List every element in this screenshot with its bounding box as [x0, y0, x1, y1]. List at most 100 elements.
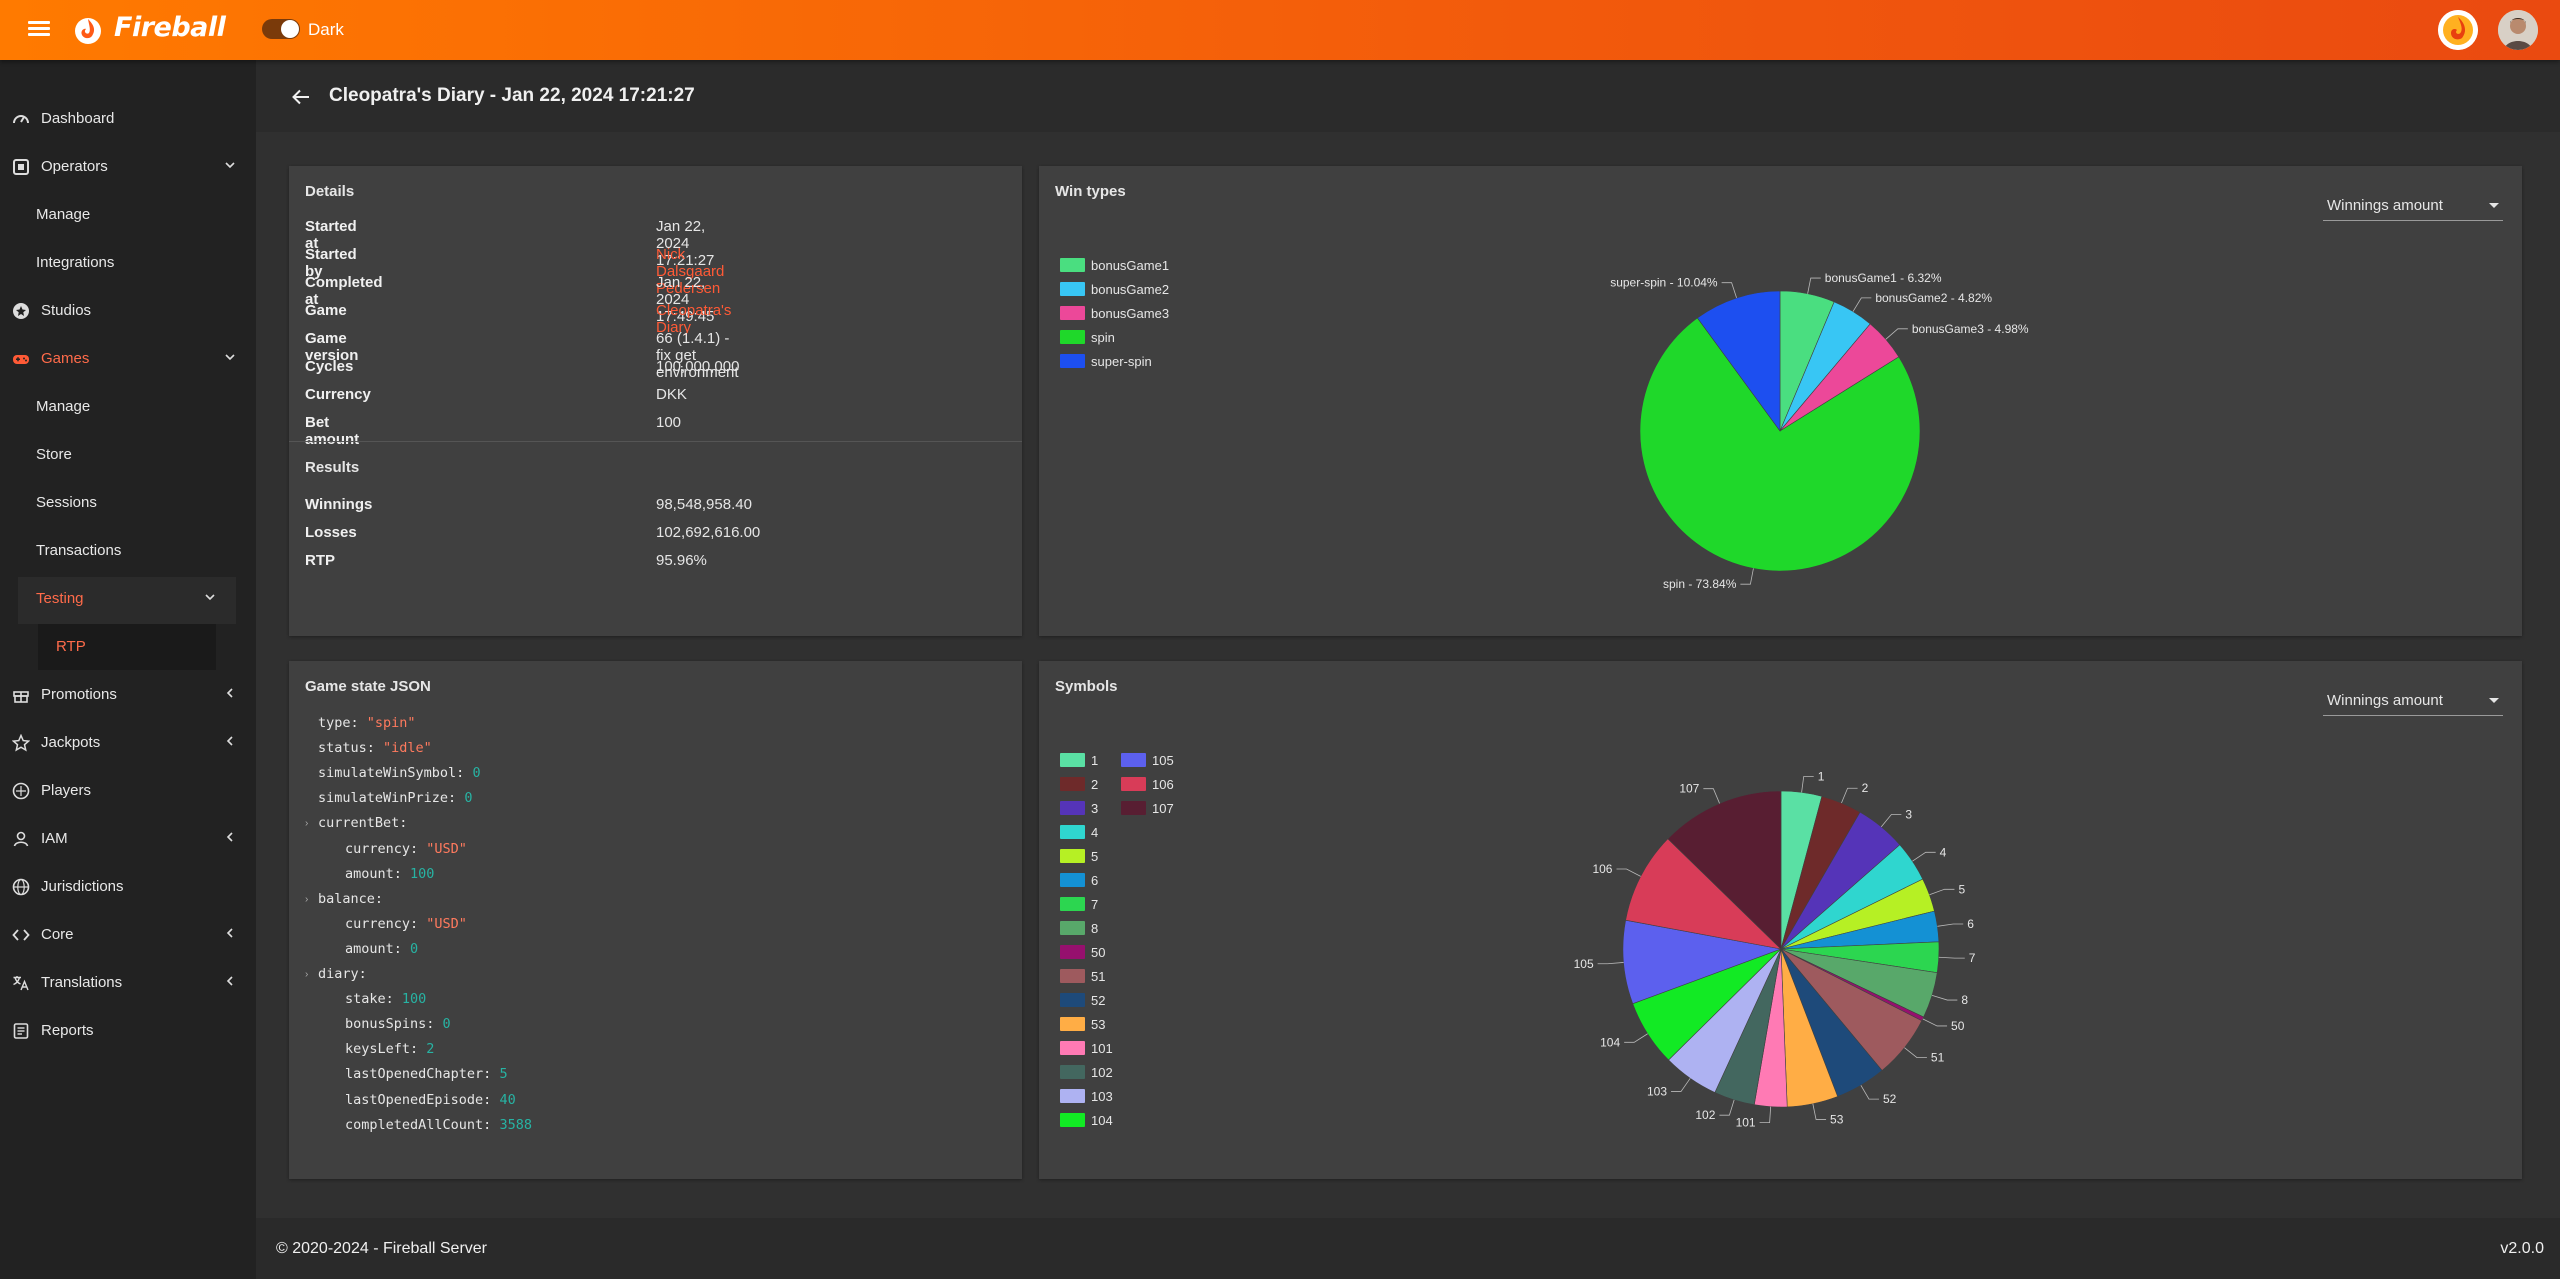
legend-item-52[interactable]: 52: [1060, 992, 1105, 1008]
user-avatar[interactable]: [2498, 10, 2538, 50]
pie-label: 103: [1647, 1084, 1667, 1098]
legend-item-51[interactable]: 51: [1060, 968, 1105, 984]
globe-icon: [12, 878, 30, 896]
legend-item-super-spin[interactable]: super-spin: [1060, 353, 1152, 369]
sidebar-item-players[interactable]: Players: [0, 767, 256, 815]
sidebar-item-iam[interactable]: IAM: [0, 815, 256, 863]
legend-item-106[interactable]: 106: [1121, 776, 1174, 792]
translate-icon: [13, 976, 29, 991]
legend-item-bonusGame2[interactable]: bonusGame2: [1060, 281, 1169, 297]
legend-swatch: [1060, 1113, 1085, 1127]
back-arrow-icon[interactable]: [290, 86, 312, 108]
legend-swatch: [1060, 801, 1085, 815]
json-line: diary:: [318, 966, 375, 982]
sidebar-item-core[interactable]: Core: [0, 911, 256, 959]
pie-label: 102: [1695, 1108, 1715, 1122]
sidebar-item-dashboard[interactable]: Dashboard: [0, 95, 256, 143]
started-by-link[interactable]: Nick Dalsgaard Pedersen: [656, 246, 725, 297]
legend-item-101[interactable]: 101: [1060, 1040, 1113, 1056]
json-key: currency: [345, 915, 411, 932]
sidebar-item-studios[interactable]: Studios: [0, 287, 256, 335]
legend-label: 5: [1091, 848, 1099, 864]
pie-leader-line: [1719, 1099, 1735, 1116]
legend-item-2[interactable]: 2: [1060, 776, 1098, 792]
pie-slice-107[interactable]: [1667, 790, 1782, 950]
detail-key: Started at: [305, 218, 357, 252]
legend-item-53[interactable]: 53: [1060, 1016, 1105, 1032]
pie-leader-line: [1616, 868, 1641, 877]
sidebar-item-label: Transactions: [36, 542, 122, 559]
pie-slice-super-spin[interactable]: [1697, 290, 1781, 432]
game-link[interactable]: Cleopatra's Diary: [656, 302, 732, 336]
pie-label: 101: [1736, 1116, 1756, 1130]
sidebar-item-promotions[interactable]: Promotions: [0, 671, 256, 719]
pie-slice-105[interactable]: [1622, 919, 1783, 1005]
sidebar-item-games-manage[interactable]: Manage: [0, 383, 256, 431]
legend-item-6[interactable]: 6: [1060, 872, 1098, 888]
json-expand-toggle[interactable]: ›: [305, 893, 309, 905]
sidebar-item-operators[interactable]: Operators: [0, 143, 256, 191]
legend-label: bonusGame3: [1091, 305, 1170, 321]
detail-key: Cycles: [305, 358, 354, 375]
legend-item-spin[interactable]: spin: [1060, 329, 1115, 345]
sidebar-item-jurisdictions[interactable]: Jurisdictions: [0, 863, 256, 911]
legend-label: 103: [1091, 1088, 1113, 1104]
sidebar-item-jackpots[interactable]: Jackpots: [0, 719, 256, 767]
legend-item-5[interactable]: 5: [1060, 848, 1098, 864]
sidebar-item-label: IAM: [41, 830, 68, 847]
organization-avatar[interactable]: [2438, 10, 2478, 50]
legend-swatch: [1060, 897, 1085, 911]
operators-icon: [13, 159, 29, 175]
sidebar-item-label: RTP: [56, 638, 86, 655]
legend-label: 104: [1091, 1112, 1113, 1128]
legend-item-50[interactable]: 50: [1060, 944, 1105, 960]
sidebar-item-games[interactable]: Games: [0, 335, 256, 383]
legend-item-103[interactable]: 103: [1060, 1088, 1113, 1104]
json-expand-toggle[interactable]: ›: [305, 818, 309, 830]
sidebar-item-operators-manage[interactable]: Manage: [0, 191, 256, 239]
legend-item-8[interactable]: 8: [1060, 920, 1098, 936]
legend-item-105[interactable]: 105: [1121, 752, 1174, 768]
legend-item-1[interactable]: 1: [1060, 752, 1098, 768]
win-types-metric-select[interactable]: Winnings amount: [2323, 191, 2503, 221]
legend-item-104[interactable]: 104: [1060, 1112, 1113, 1128]
legend-swatch: [1060, 849, 1085, 863]
sidebar-item-store[interactable]: Store: [0, 431, 256, 479]
sidebar-item-testing[interactable]: Testing: [0, 575, 256, 623]
pie-label: 104: [1600, 1035, 1620, 1049]
legend-item-bonusGame3[interactable]: bonusGame3: [1060, 305, 1169, 321]
theme-toggle[interactable]: [262, 19, 300, 39]
legend-swatch: [1060, 993, 1085, 1007]
rtp-item-bg: [38, 624, 216, 670]
legend-label: 6: [1091, 872, 1099, 888]
symbols-metric-select[interactable]: Winnings amount: [2323, 686, 2503, 716]
json-value: 0: [464, 790, 473, 807]
json-expand-toggle[interactable]: ›: [305, 969, 309, 980]
sidebar-item-rtp[interactable]: RTP: [20, 623, 220, 671]
detail-key: Game: [305, 302, 347, 319]
pie-slice-106[interactable]: [1625, 838, 1782, 950]
sidebar-item-transactions[interactable]: Transactions: [0, 527, 256, 575]
details-divider: [289, 441, 1022, 442]
json-value: "spin": [366, 715, 416, 731]
legend-item-7[interactable]: 7: [1060, 896, 1098, 912]
legend-item-102[interactable]: 102: [1060, 1064, 1113, 1080]
pie-label: super-spin - 10.04%: [1610, 276, 1718, 290]
legend-item-4[interactable]: 4: [1060, 824, 1098, 840]
chevron-left-icon: [226, 736, 233, 746]
chevron-down-icon: [225, 162, 235, 169]
menu-icon[interactable]: [28, 18, 50, 40]
legend-item-3[interactable]: 3: [1060, 800, 1098, 816]
legend-swatch: [1121, 777, 1146, 791]
legend-item-bonusGame1[interactable]: bonusGame1: [1060, 257, 1169, 273]
sidebar-item-reports[interactable]: Reports: [0, 1007, 256, 1055]
legend-item-107[interactable]: 107: [1121, 800, 1174, 816]
studios-icon: [13, 303, 29, 319]
symbols-pie-chart: 1 2 3 4 5 6 7 8 50 51 52 53 101 102 103 104 105 106 107: [1574, 769, 1976, 1130]
sidebar-item-sessions[interactable]: Sessions: [0, 479, 256, 527]
json-line: amount: 0: [345, 940, 419, 957]
sidebar-item-translations[interactable]: Translations: [0, 959, 256, 1007]
legend-swatch: [1060, 354, 1085, 368]
sidebar-item-integrations[interactable]: Integrations: [0, 239, 256, 287]
legend-label: bonusGame1: [1091, 257, 1170, 273]
